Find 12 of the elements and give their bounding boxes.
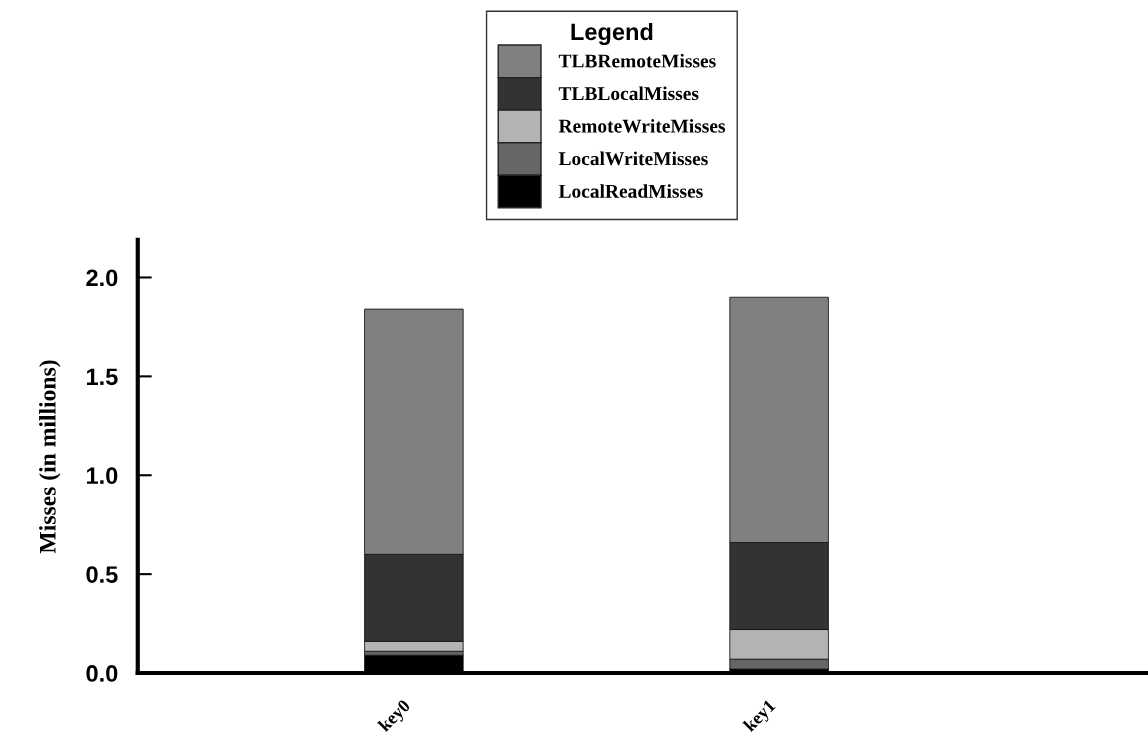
legend-label: TLBLocalMisses bbox=[558, 86, 699, 101]
legend-label: LocalWriteMisses bbox=[558, 151, 708, 166]
legend-label: LocalReadMisses bbox=[558, 184, 703, 198]
y-tick-label: 2.0 bbox=[86, 269, 118, 287]
legend-label: TLBRemoteMisses bbox=[558, 53, 716, 68]
y-tick-label: 1.0 bbox=[86, 467, 118, 485]
y-axis-title: Misses (in millions) bbox=[39, 360, 61, 554]
y-tick-label: 0.5 bbox=[86, 566, 118, 583]
y-tick-label: 0.0 bbox=[86, 665, 118, 682]
legend-label: RemoteWriteMisses bbox=[558, 119, 726, 133]
y-tick-label: 1.5 bbox=[86, 368, 118, 386]
legend-title: Legend bbox=[571, 22, 653, 46]
